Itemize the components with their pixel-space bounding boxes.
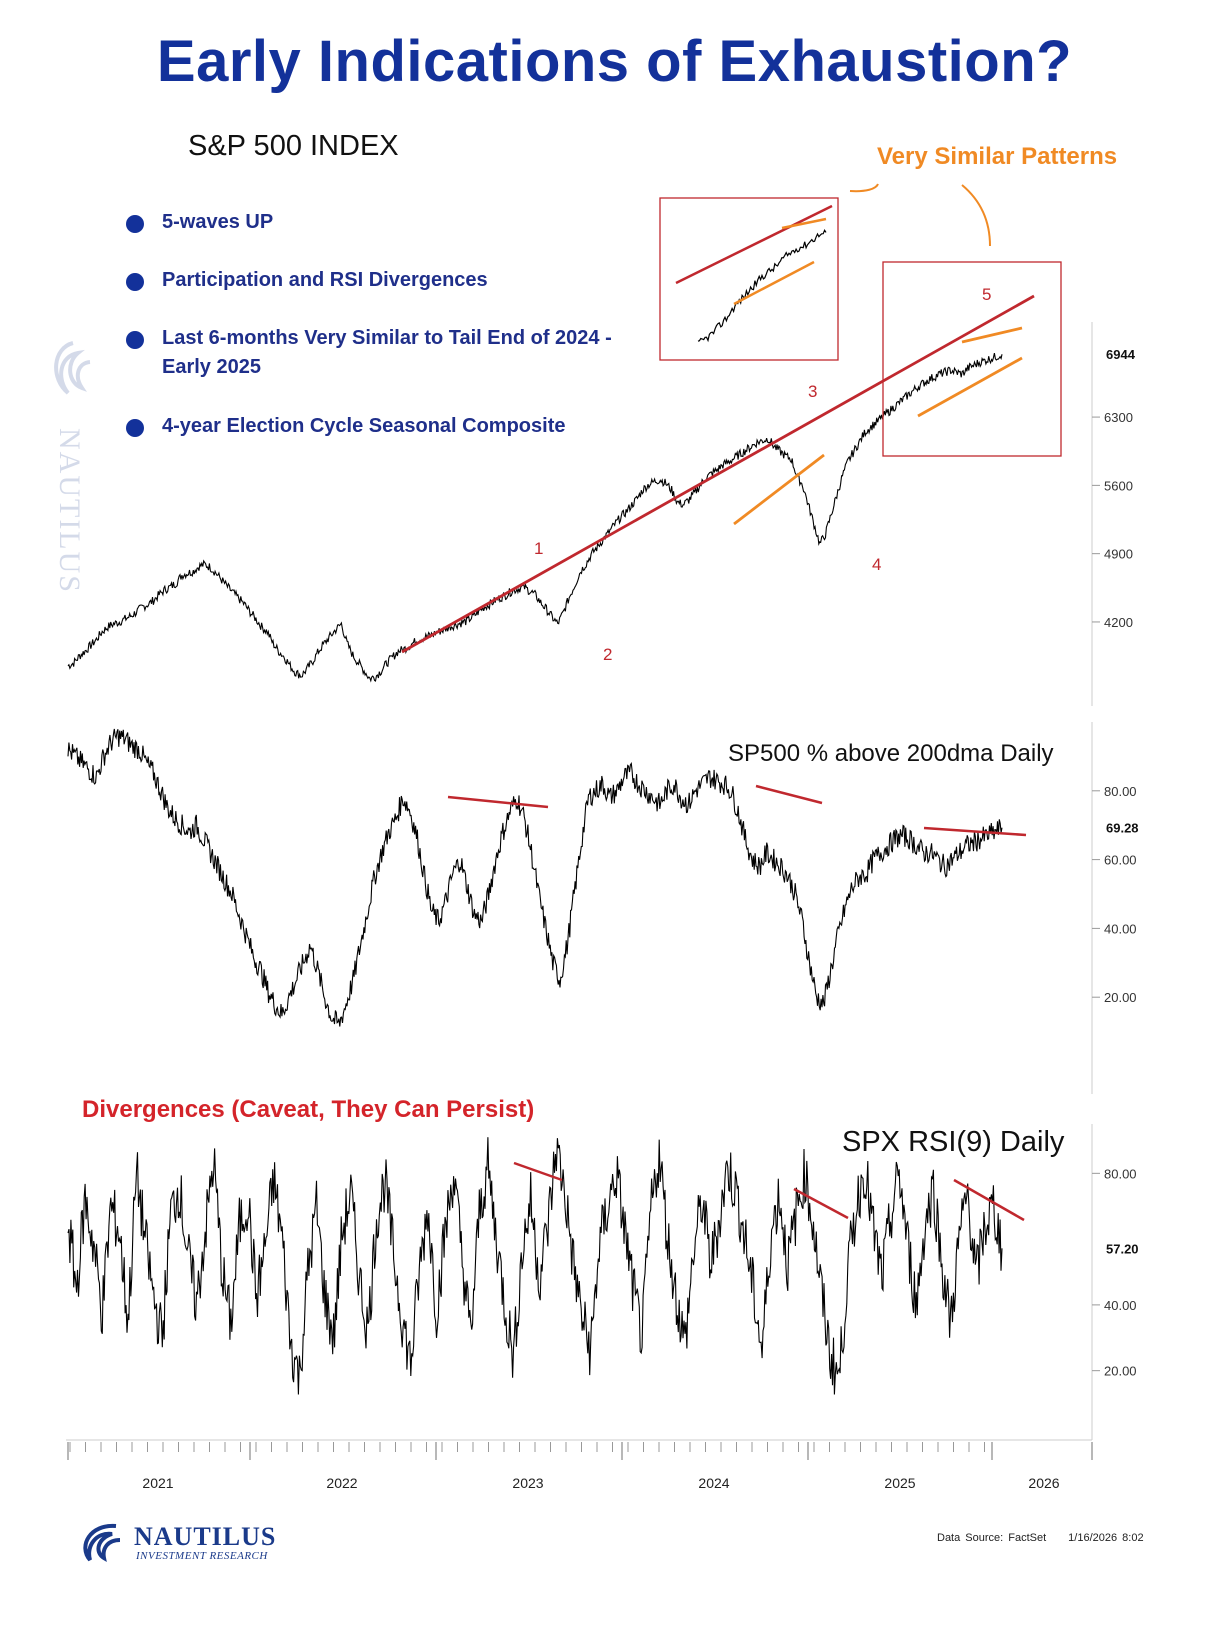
divergence-breadth-1: [447, 795, 549, 809]
annotation-divergences: Divergences (Caveat, They Can Persist): [82, 1096, 535, 1123]
main-trend-line: [401, 294, 1035, 654]
bullet-item: 4-year Election Cycle Seasonal Composite: [124, 412, 566, 441]
page-title: Early Indications of Exhaustion?: [156, 29, 1073, 94]
logo-sub: INVESTMENT RESEARCH: [136, 1550, 268, 1562]
y-tick-label: 5600: [1104, 478, 1133, 493]
highlight-box: [882, 261, 1062, 457]
y-tick-label: 80.00: [1104, 1166, 1137, 1181]
x-tick-label: 2024: [698, 1475, 729, 1491]
rsi-panel: 20.00 40.00 80.00 57.20: [67, 1137, 1139, 1395]
last-value-label: 6944: [1106, 347, 1136, 362]
divergence-breadth-3: [923, 826, 1027, 837]
rsi-panel-title: SPX RSI(9) Daily: [842, 1126, 1065, 1158]
wave-label: 5: [982, 285, 991, 304]
series-line: [67, 1137, 1003, 1395]
bullet-dot-icon: [126, 215, 144, 233]
inset-lower-channel: [733, 260, 815, 306]
inset-trend-line: [675, 204, 833, 285]
bullet-dot-icon: [126, 273, 144, 291]
channel-2024: [733, 453, 825, 526]
price-panel: 4200 4900 5600 6300 6944: [67, 347, 1136, 683]
last-value-label: 69.28: [1106, 821, 1139, 836]
bullet-item: 5-waves UP: [124, 208, 273, 237]
wave-label: 1: [534, 539, 543, 558]
y-tick-label: 40.00: [1104, 1298, 1137, 1313]
curve-left-icon: [849, 183, 879, 193]
inset-box: [659, 197, 839, 361]
inset-upper-channel: [781, 217, 827, 230]
bullet-dot-icon: [126, 419, 144, 437]
y-tick-label: 80.00: [1104, 784, 1137, 799]
y-tick-label: 20.00: [1104, 1364, 1137, 1379]
breadth-panel: 20.00 40.00 60.00 80.00 69.28: [67, 728, 1139, 1027]
y-tick-label: 6300: [1104, 410, 1133, 425]
curve-right-icon: [961, 184, 991, 247]
data-source: Data Source: FactSet 1/16/2026 8:02: [937, 1532, 1166, 1544]
y-tick-label: 20.00: [1104, 990, 1137, 1005]
y-tick-label: 60.00: [1104, 853, 1137, 868]
nautilus-logo-icon: [83, 1523, 121, 1563]
channel-upper-2025: [961, 326, 1023, 344]
y-tick-label: 4200: [1104, 615, 1133, 630]
annotation-patterns: Very Similar Patterns: [877, 143, 1118, 170]
bullet-text: Last 6-months Very Similar to Tail End o…: [162, 327, 612, 378]
bullet-text: 4-year Election Cycle Seasonal Composite: [162, 415, 566, 437]
y-tick-label: 4900: [1104, 547, 1133, 562]
last-value-label: 57.20: [1106, 1241, 1139, 1256]
x-tick-label: 2021: [142, 1475, 173, 1491]
breadth-panel-title: SP500 % above 200dma Daily: [728, 740, 1054, 767]
y-tick-label: 40.00: [1104, 921, 1137, 936]
wave-label: 4: [872, 555, 881, 574]
inset-series-line: [697, 229, 827, 343]
series-line: [67, 352, 1003, 683]
bullet-text: Participation and RSI Divergences: [162, 269, 488, 291]
bullet-item: Last 6-months Very Similar to Tail End o…: [124, 324, 632, 382]
bullet-item: Participation and RSI Divergences: [124, 266, 488, 295]
x-tick-label: 2023: [512, 1475, 543, 1491]
source-text: Data Source: FactSet: [937, 1532, 1047, 1544]
x-tick-label: 2025: [884, 1475, 915, 1491]
x-axis: 2021 2022 2023 2024 2025 2026: [67, 1442, 1093, 1491]
channel-lower-2025: [917, 356, 1023, 418]
divergence-breadth-2: [755, 784, 823, 805]
series-line: [67, 728, 1003, 1027]
panel-label: S&P 500 INDEX: [188, 130, 399, 162]
bullet-text: 5-waves UP: [162, 211, 274, 233]
logo-name: NAUTILUS: [134, 1522, 277, 1551]
wave-label: 3: [808, 382, 817, 401]
divergence-rsi-2: [793, 1187, 849, 1220]
x-tick-label: 2022: [326, 1475, 357, 1491]
x-tick-label: 2026: [1028, 1475, 1059, 1491]
divergence-rsi-3: [953, 1178, 1025, 1222]
timestamp: 1/16/2026 8:02: [1068, 1532, 1144, 1544]
bullet-dot-icon: [126, 331, 144, 349]
watermark-logo-icon: NAUTILUS: [48, 338, 108, 594]
wave-label: 2: [603, 645, 612, 664]
divergence-rsi-1: [513, 1161, 563, 1182]
